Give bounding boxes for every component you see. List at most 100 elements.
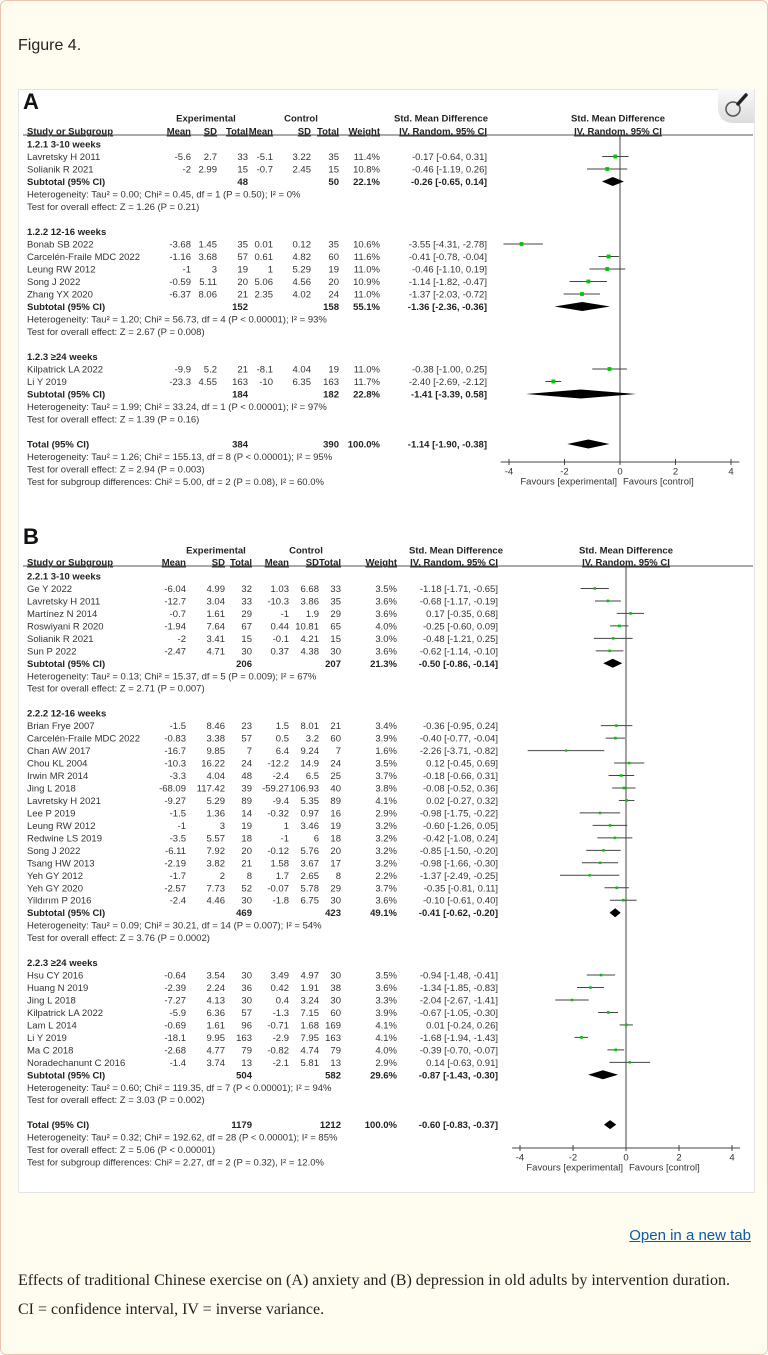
plot-title: Std. Mean Difference <box>571 114 665 125</box>
study-weight: 3.9% <box>375 1008 397 1019</box>
study-smd-ci: 0.02 [-0.27, 0.32] <box>426 796 498 807</box>
ctrl-total: 30 <box>330 995 341 1006</box>
exp-sd: 4.04 <box>207 771 226 782</box>
study-smd-ci: -0.98 [-1.66, -0.30] <box>420 858 498 869</box>
column-header: Weight <box>366 558 398 569</box>
exp-sd: 5.11 <box>199 277 217 288</box>
ctrl-mean: 0.61 <box>255 252 274 263</box>
study-point <box>570 998 574 1002</box>
study-name: Zhang YX 2020 <box>27 290 93 301</box>
study-weight: 3.6% <box>375 896 397 907</box>
ctrl-total: 16 <box>330 808 341 819</box>
ctrl-mean: -0.12 <box>267 846 289 857</box>
ctrl-mean: 1.5 <box>276 721 289 732</box>
ctrl-total: 30 <box>330 646 341 657</box>
ctrl-sd: 0.12 <box>293 240 312 251</box>
study-point <box>613 154 618 159</box>
exp-sd: 117.42 <box>197 783 225 794</box>
ctrl-total: 19 <box>330 821 341 832</box>
exp-sd: 3.82 <box>207 858 226 869</box>
study-point <box>627 761 631 765</box>
exp-mean: -2 <box>178 634 186 645</box>
study-smd-ci: -2.04 [-2.67, -1.41] <box>420 995 498 1006</box>
exp-mean: -2.57 <box>164 883 186 894</box>
exp-sd: 3.54 <box>207 971 226 982</box>
exp-sd: 7.64 <box>207 621 226 632</box>
study-smd-ci: 0.12 [-0.45, 0.69] <box>426 759 498 770</box>
exp-total: 14 <box>241 808 252 819</box>
ctrl-mean: -2.9 <box>273 1033 289 1044</box>
favours-experimental-label: Favours [experimental] <box>520 477 617 488</box>
ctrl-sd: 6 <box>314 833 319 844</box>
subtotal-weight: 21.3% <box>370 659 397 670</box>
study-name: Song J 2022 <box>27 846 80 857</box>
exp-sd: 2.24 <box>207 983 226 994</box>
study-point <box>598 811 602 815</box>
subtotal-diamond <box>525 389 637 399</box>
subtotal-exp-total: 469 <box>236 908 252 919</box>
exp-total: 39 <box>241 783 252 794</box>
exp-sd: 3 <box>220 821 225 832</box>
study-point <box>605 267 610 271</box>
x-tick-label: -2 <box>569 1153 577 1164</box>
exp-total: 19 <box>241 821 252 832</box>
exp-total: 36 <box>241 983 252 994</box>
open-in-new-tab-link[interactable]: Open in a new tab <box>629 1227 751 1244</box>
x-tick-label: 2 <box>676 1153 681 1164</box>
total-overall-effect: Test for overall effect: Z = 5.06 (P < 0… <box>27 1145 215 1156</box>
study-point <box>614 736 617 740</box>
ctrl-total: 35 <box>328 240 339 251</box>
subtotal-ctrl-total: 207 <box>325 659 341 670</box>
ctrl-total: 19 <box>328 365 339 376</box>
ctrl-mean: -2.4 <box>273 771 289 782</box>
ctrl-total: 163 <box>323 377 339 388</box>
study-weight: 3.2% <box>375 846 397 857</box>
column-header: Total <box>226 127 248 138</box>
ctrl-mean: -1 <box>281 609 289 620</box>
exp-total: 57 <box>237 252 248 263</box>
study-smd-ci: -1.37 [-2.03, -0.72] <box>409 290 487 301</box>
study-smd-ci: -0.25 [-0.60, 0.09] <box>423 621 498 632</box>
exp-total: 8 <box>247 871 252 882</box>
study-smd-ci: -0.46 [-1.19, 0.26] <box>412 165 487 176</box>
subgroup-title: 2.2.2 12-16 weeks <box>27 709 106 720</box>
overall-effect-text: Test for overall effect: Z = 3.03 (P = 0… <box>27 1095 205 1106</box>
study-weight: 10.6% <box>353 240 380 251</box>
exp-total: 163 <box>236 1033 252 1044</box>
study-weight: 3.2% <box>375 858 397 869</box>
zoom-figure-button[interactable] <box>718 89 754 123</box>
exp-mean: -0.64 <box>164 971 186 982</box>
study-weight: 4.1% <box>375 1033 397 1044</box>
ctrl-mean: -0.32 <box>267 808 289 819</box>
exp-mean: -0.7 <box>170 609 186 620</box>
exp-sd: 1.36 <box>207 808 226 819</box>
ctrl-sd: 6.68 <box>301 584 320 595</box>
study-name: Leung RW 2012 <box>27 821 96 832</box>
overall-effect-text: Test for overall effect: Z = 3.76 (P = 0… <box>27 933 210 944</box>
subtotal-ctrl-total: 582 <box>325 1070 341 1081</box>
ctrl-total: 24 <box>328 290 339 301</box>
ctrl-sd: 3.2 <box>306 734 319 745</box>
exp-mean: -6.37 <box>169 290 191 301</box>
exp-total: 18 <box>241 833 252 844</box>
study-point <box>589 986 592 989</box>
exp-sd: 3.41 <box>207 634 226 645</box>
study-name: Yeh GY 2012 <box>27 871 83 882</box>
study-name: Leung RW 2012 <box>27 265 96 276</box>
ctrl-sd: 2.45 <box>293 165 312 176</box>
subgroup-title: 1.2.3 ≥24 weeks <box>27 352 98 363</box>
ctrl-mean: 1.7 <box>276 871 289 882</box>
ctrl-sd: 3.86 <box>301 596 320 607</box>
study-weight: 3.6% <box>375 646 397 657</box>
ctrl-sd: 3.46 <box>301 821 320 832</box>
subtotal-weight: 22.1% <box>353 177 380 188</box>
exp-total: 32 <box>241 584 252 595</box>
subtotal-label: Subtotal (95% CI) <box>27 908 105 919</box>
ctrl-sd: 4.02 <box>293 290 312 301</box>
subtotal-ctrl-total: 158 <box>323 302 339 313</box>
exp-sd: 4.55 <box>199 377 218 388</box>
exp-total: 52 <box>241 883 252 894</box>
study-point <box>614 1048 617 1052</box>
study-name: Lavretsky H 2021 <box>27 796 101 807</box>
study-weight: 11.0% <box>354 365 381 376</box>
